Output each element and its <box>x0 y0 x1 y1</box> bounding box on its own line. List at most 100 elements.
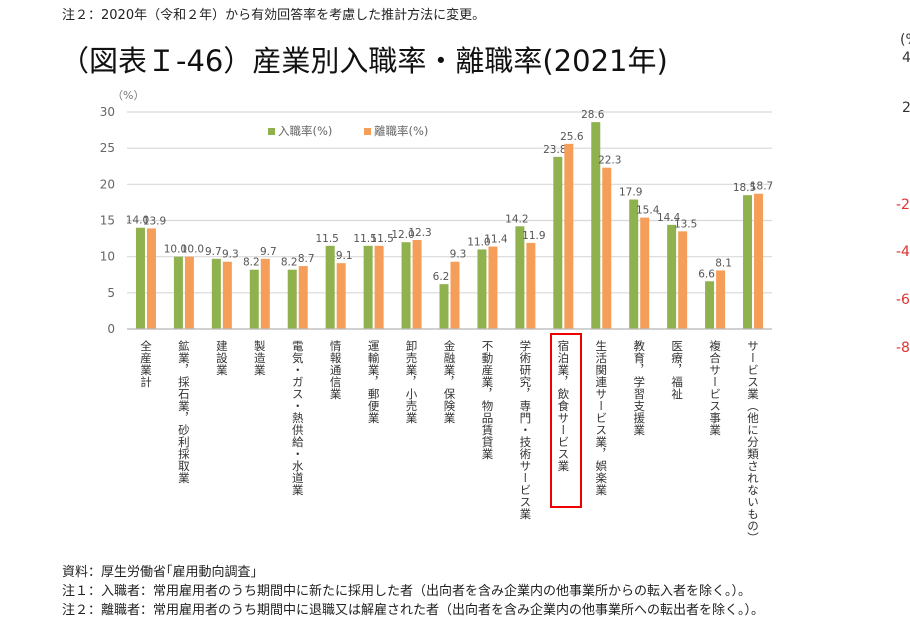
footer-source: 資料：厚生労働省｢雇用動向調査｣ <box>62 565 258 580</box>
data-label: 10.0 <box>164 244 187 256</box>
clipped-fragment: -8 <box>896 340 910 356</box>
data-label: 9.3 <box>222 249 239 261</box>
data-label: 9.7 <box>205 246 222 258</box>
data-label: 11.5 <box>315 233 338 245</box>
bar-exit-rate <box>336 263 346 329</box>
clipped-fragment: -2 <box>896 197 910 213</box>
bar-entry-rate <box>211 258 221 329</box>
x-tick-label: 運輸業，郵便業 <box>366 340 381 424</box>
bar-entry-rate <box>629 199 639 329</box>
legend-entry-exit-rate: 離職率(%) <box>364 123 428 139</box>
y-tick-label: 10 <box>100 250 115 264</box>
data-label: 8.7 <box>298 253 315 265</box>
bar-entry-rate <box>325 245 335 329</box>
data-label: 22.3 <box>598 155 621 167</box>
data-label: 25.6 <box>560 131 584 143</box>
data-label: 11.0 <box>467 236 490 248</box>
x-tick-label: 不動産業，物品賃貸業 <box>480 340 495 460</box>
clipped-fragment: -6 <box>896 292 910 308</box>
y-tick-label: 20 <box>100 177 115 191</box>
data-label: 9.3 <box>450 249 467 261</box>
data-label: 15.4 <box>636 205 660 217</box>
x-tick-label: 宿泊業，飲食サービス業 <box>556 340 571 472</box>
data-label: 28.6 <box>581 109 605 121</box>
x-tick-label: 全産業計 <box>138 340 153 388</box>
data-label: 18.7 <box>750 181 773 193</box>
bar-entry-rate <box>249 269 259 329</box>
bar-exit-rate <box>526 242 536 329</box>
bar-exit-rate <box>754 193 764 329</box>
data-label: 6.2 <box>433 271 450 283</box>
bar-exit-rate <box>260 258 270 329</box>
bar-entry-rate <box>477 249 487 329</box>
data-label: 23.8 <box>543 144 566 156</box>
data-label: 10.0 <box>181 244 204 256</box>
bar-exit-rate <box>222 261 232 329</box>
data-label: 8.2 <box>243 257 260 269</box>
bar-entry-rate <box>363 245 373 329</box>
x-tick-label: 医療，福祉 <box>670 340 685 400</box>
data-label: 12.3 <box>408 227 431 239</box>
chart-title: （図表Ｉ-46）産業別入職率・離職率(2021年) <box>60 44 668 78</box>
bar-entry-rate <box>401 242 411 329</box>
data-label: 14.2 <box>505 213 528 225</box>
bar-exit-rate <box>602 167 612 329</box>
data-label: 8.1 <box>715 257 732 269</box>
bar-entry-rate <box>515 226 525 329</box>
x-tick-label: 生活関連サービス業，娯楽業 <box>594 340 609 496</box>
data-label: 14.0 <box>126 215 149 227</box>
y-tick-label: 0 <box>107 322 115 336</box>
x-tick-label: 製造業 <box>252 340 267 376</box>
x-tick-label: 情報通信業 <box>328 340 343 400</box>
bar-exit-rate <box>374 245 384 329</box>
y-axis-label: （%） <box>112 89 145 102</box>
y-tick-label: 5 <box>107 286 115 300</box>
footer-note-1: 注１：入職者：常用雇用者のうち期間中に新たに採用した者（出向者を含み企業内の他事… <box>62 584 752 599</box>
x-tick-label: 卸売業，小売業 <box>404 340 419 424</box>
y-tick-label: 25 <box>100 141 115 155</box>
data-label: 11.4 <box>484 234 508 246</box>
clipped-fragment: -4 <box>896 244 910 260</box>
data-label: 9.1 <box>336 250 353 262</box>
data-label: 13.5 <box>674 218 697 230</box>
y-tick-label: 15 <box>100 214 115 228</box>
data-label: 9.7 <box>260 246 277 258</box>
footer-note-2: 注２：離職者：常用雇用者のうち期間中に退職又は解雇された者（出向者を含み企業内の… <box>62 603 765 618</box>
bar-exit-rate <box>450 261 460 329</box>
x-tick-label: 教育，学習支援業 <box>632 340 647 436</box>
x-tick-label: 電気・ガス・熱供給・水道業 <box>290 340 305 496</box>
highlight-box <box>550 333 582 508</box>
x-tick-label: サービス業（他に分類されないもの） <box>746 340 761 544</box>
bar-entry-rate <box>591 122 601 329</box>
bar-exit-rate <box>488 246 498 329</box>
x-tick-label: 学術研究，専門・技術サービス業 <box>518 340 533 520</box>
bar-entry-rate <box>667 224 677 329</box>
bar-exit-rate <box>678 231 688 329</box>
data-label: 11.5 <box>353 233 376 245</box>
bar-exit-rate <box>412 240 422 329</box>
clipped-fragment: 4 <box>902 50 910 66</box>
bar-entry-rate <box>743 195 753 329</box>
legend-label: 入職率(%) <box>278 124 333 138</box>
data-label: 17.9 <box>619 187 642 199</box>
y-tick-label: 30 <box>100 105 115 119</box>
data-label: 18.5 <box>733 182 756 194</box>
bar-entry-rate <box>173 256 183 329</box>
data-label: 12.0 <box>391 229 414 241</box>
data-label: 6.6 <box>698 268 715 280</box>
x-tick-label: 鉱業，採石業，砂利採取業 <box>176 340 191 484</box>
top-note: 注２：2020年（令和２年）から有効回答率を考慮した推計方法に変更。 <box>62 8 486 23</box>
data-label: 14.4 <box>657 212 681 224</box>
x-tick-label: 複合サービス事業 <box>708 340 723 436</box>
bar-exit-rate <box>564 143 574 329</box>
data-label: 11.9 <box>522 230 545 242</box>
bar-entry-rate <box>553 156 563 329</box>
bar-exit-rate <box>146 228 156 329</box>
bar-entry-rate <box>705 281 715 329</box>
bar-exit-rate <box>298 266 308 329</box>
data-label: 13.9 <box>143 215 166 227</box>
legend-entry-entry-rate: 入職率(%) <box>268 123 332 139</box>
bar-exit-rate <box>716 270 726 329</box>
bar-exit-rate <box>184 256 194 329</box>
